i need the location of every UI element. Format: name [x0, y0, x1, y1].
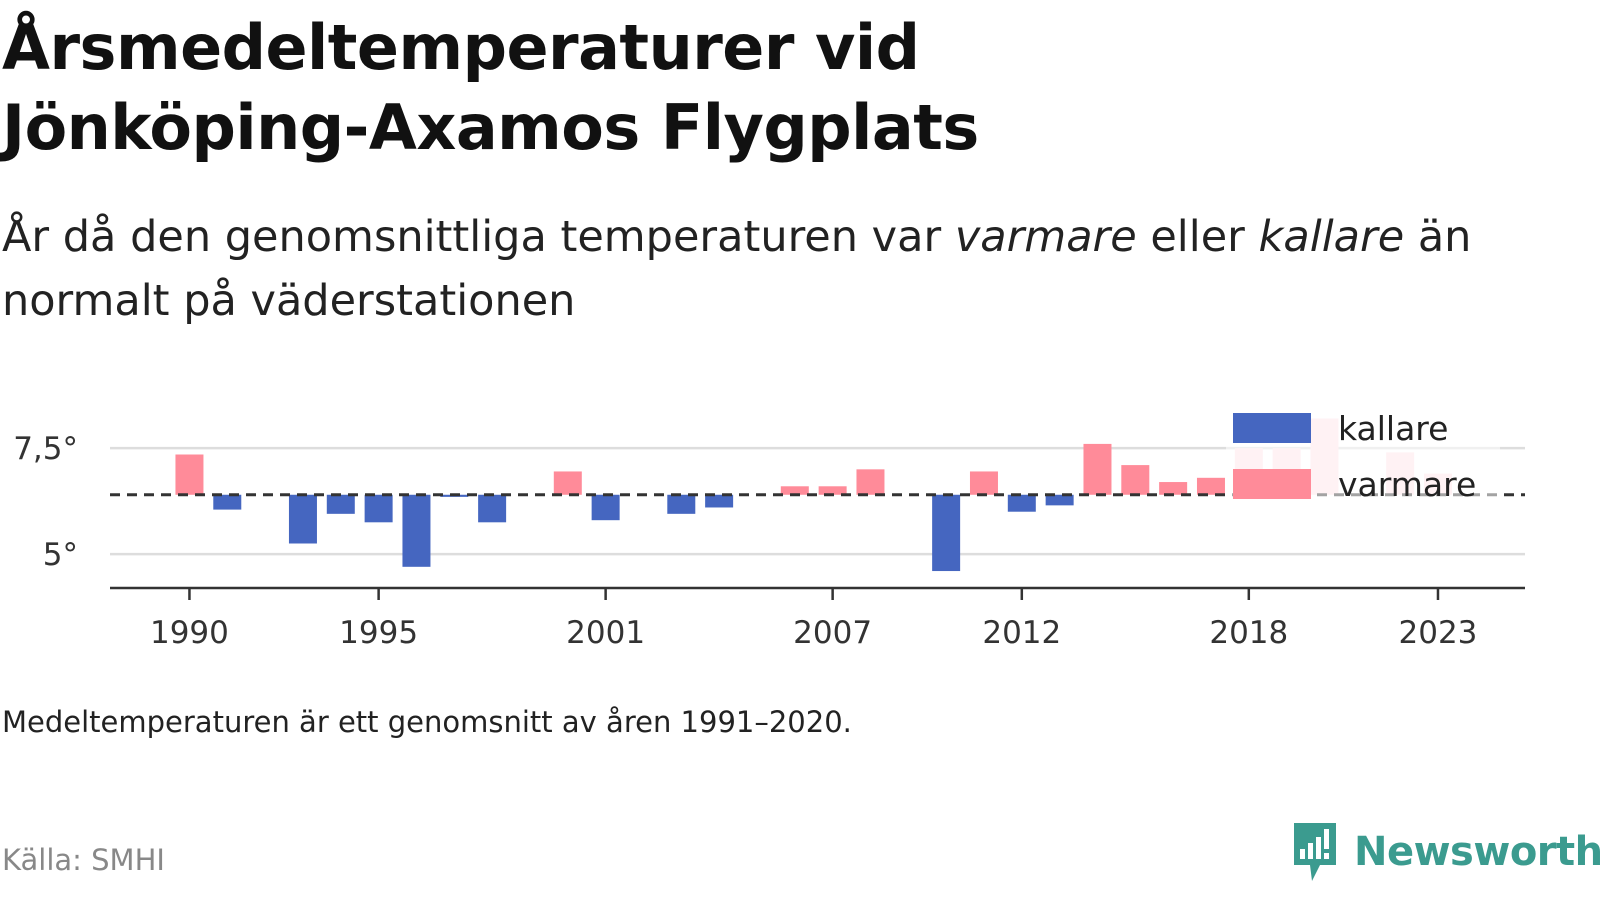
subtitle-part-3: än — [1404, 212, 1472, 262]
bar-2014 — [1083, 443, 1112, 495]
legend: kallare varmare — [1226, 404, 1500, 506]
subtitle-warmer-word: varmare — [954, 212, 1137, 262]
bar-2015 — [1121, 465, 1150, 495]
bar-2000 — [553, 471, 582, 495]
y-tick-label: 5° — [43, 537, 78, 573]
bar-2012 — [1007, 494, 1036, 512]
x-tick-label: 2001 — [566, 615, 645, 651]
legend-swatch-varmare — [1233, 469, 1311, 499]
chart-subtitle: År då den genomsnittliga temperaturen va… — [2, 205, 1562, 333]
bar-2004 — [705, 494, 734, 508]
subtitle-part-1: År då den genomsnittliga temperaturen va… — [2, 212, 955, 262]
subtitle-part-2: eller — [1136, 212, 1259, 262]
title-line-1: Årsmedeltemperaturer vid — [2, 11, 920, 84]
bar-2016 — [1159, 482, 1188, 495]
x-tick-label: 1990 — [150, 615, 229, 651]
source-credit: Källa: SMHI — [2, 843, 165, 877]
bar-2010 — [932, 494, 961, 572]
subtitle-line-2: normalt på väderstationen — [2, 276, 576, 326]
y-axis-ticks: 5° 7,5° — [13, 431, 78, 573]
bar-1991 — [213, 494, 242, 510]
x-tick-label: 2018 — [1209, 615, 1288, 651]
bar-2008 — [856, 469, 885, 495]
bar-2007 — [818, 486, 847, 495]
legend-label-varmare: varmare — [1338, 465, 1476, 504]
bar-1994 — [326, 494, 355, 514]
title-line-2: Jönköping-Axamos Flygplats — [2, 91, 979, 164]
newsworthy-brand[interactable]: Newsworthy — [1290, 820, 1600, 884]
x-tick-label: 2023 — [1399, 615, 1478, 651]
footnote: Medeltemperaturen är ett genomsnitt av å… — [2, 705, 852, 739]
newsworthy-logo-icon — [1294, 823, 1336, 881]
x-tick-label: 1995 — [339, 615, 418, 651]
brand-name: Newsworthy — [1354, 829, 1600, 875]
bar-2011 — [969, 471, 998, 495]
bar-2001 — [591, 494, 620, 521]
x-axis-ticks: 1990 1995 2001 2007 2012 2018 2023 — [150, 588, 1477, 651]
x-tick-label: 2007 — [793, 615, 872, 651]
bar-1993 — [288, 494, 317, 544]
bar-1998 — [478, 494, 507, 523]
x-tick-label: 2012 — [982, 615, 1061, 651]
legend-label-kallare: kallare — [1338, 409, 1448, 448]
legend-swatch-kallare — [1233, 413, 1311, 443]
chart-title: Årsmedeltemperaturer vid Jönköping-Axamo… — [2, 8, 1562, 168]
temperature-bar-chart: kallare varmare 1990 1995 2001 2007 2012 2018 2… — [13, 404, 1525, 651]
subtitle-colder-word: kallare — [1258, 212, 1405, 262]
bar-1996 — [402, 494, 431, 567]
bar-2003 — [667, 494, 696, 514]
bar-1995 — [364, 494, 393, 523]
bar-2017 — [1196, 477, 1225, 495]
y-tick-label: 7,5° — [13, 431, 78, 467]
bar-2013 — [1045, 494, 1074, 506]
bar-1990 — [175, 454, 204, 495]
bar-2006 — [780, 486, 809, 495]
